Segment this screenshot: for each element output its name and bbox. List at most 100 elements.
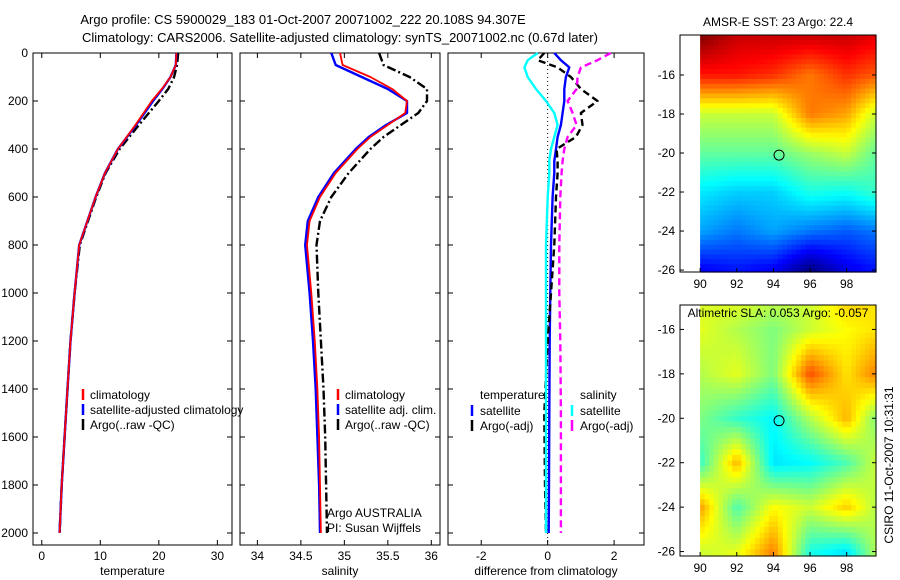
heatmap-cell: [860, 54, 866, 60]
heatmap-cell: [773, 377, 779, 384]
y-tick-label: -24: [658, 500, 676, 514]
heatmap-cell: [745, 466, 752, 473]
heatmap-cell: [874, 64, 877, 70]
heatmap-cell: [773, 152, 779, 158]
heatmap-cell: [732, 59, 738, 65]
heatmap-cell: [755, 215, 761, 221]
heatmap-cell: [732, 321, 738, 328]
heatmap-cell: [823, 416, 829, 423]
heatmap-cell: [874, 156, 877, 163]
heatmap-cell: [833, 234, 839, 241]
heatmap-cell: [745, 532, 752, 539]
heatmap-cell: [860, 377, 866, 384]
heatmap-cell: [851, 510, 857, 517]
heatmap-cell: [778, 343, 784, 351]
heatmap-cell: [768, 399, 774, 406]
heatmap-cell: [750, 200, 756, 207]
heatmap-cell: [805, 161, 811, 168]
heatmap-cell: [713, 122, 720, 129]
heatmap-cell: [736, 132, 742, 138]
heatmap-cell: [805, 393, 811, 400]
heatmap-cell: [810, 171, 816, 177]
heatmap-cell: [755, 113, 761, 119]
heatmap-cell: [860, 338, 866, 345]
heatmap-cell: [709, 39, 715, 46]
heatmap-cell: [823, 327, 829, 334]
heatmap-cell: [823, 410, 829, 417]
heatmap-cell: [723, 499, 729, 506]
heatmap-cell: [791, 427, 797, 434]
heatmap-cell: [837, 471, 843, 478]
heatmap-cell: [741, 254, 747, 260]
heatmap-cell: [704, 215, 710, 221]
heatmap-cell: [700, 416, 706, 423]
heatmap-cell: [700, 454, 706, 462]
heatmap-cell: [851, 74, 857, 80]
heatmap-cell: [741, 69, 747, 75]
heatmap-cell: [732, 377, 738, 384]
heatmap-cell: [704, 543, 710, 550]
heatmap-cell: [745, 83, 752, 90]
heatmap-cell: [755, 521, 761, 528]
heatmap-cell: [851, 549, 857, 556]
heatmap-cell: [723, 393, 729, 400]
heatmap-cell: [846, 438, 852, 445]
heatmap-cell: [800, 432, 807, 439]
heatmap-cell: [800, 44, 807, 51]
heatmap-cell: [773, 388, 779, 395]
heatmap-cell: [778, 74, 784, 80]
heatmap-cell: [860, 78, 866, 85]
heatmap-cell: [713, 421, 720, 428]
heatmap-cell: [842, 88, 848, 95]
heatmap-cell: [846, 427, 852, 434]
heatmap-cell: [828, 205, 834, 212]
heatmap-cell: [759, 504, 765, 512]
heatmap-cell: [800, 421, 807, 428]
heatmap-cell: [869, 321, 875, 328]
heatmap-cell: [865, 377, 871, 384]
heatmap-cell: [764, 93, 770, 99]
heatmap-cell: [837, 137, 843, 143]
legend-label: climatology: [345, 388, 405, 402]
heatmap-cell: [796, 332, 802, 339]
heatmap-cell: [819, 59, 825, 65]
heatmap-cell: [713, 355, 720, 362]
heatmap-cell: [837, 360, 843, 367]
heatmap-cell: [842, 205, 848, 212]
heatmap-cell: [814, 195, 820, 202]
heatmap-cell: [700, 399, 706, 406]
heatmap-cell: [814, 305, 820, 312]
heatmap-cell: [736, 54, 742, 60]
heatmap-cell: [855, 416, 862, 423]
heatmap-cell: [791, 137, 797, 143]
heatmap-cell: [778, 532, 784, 539]
heatmap-cell: [741, 332, 747, 339]
heatmap-cell: [782, 449, 788, 456]
heatmap-cell: [828, 93, 834, 99]
heatmap-cell: [741, 504, 747, 512]
heatmap-cell: [773, 321, 779, 328]
heatmap-cell: [819, 471, 825, 478]
heatmap-cell: [860, 244, 866, 251]
heatmap-cell: [741, 142, 747, 148]
heatmap-cell: [750, 108, 756, 114]
heatmap-cell: [851, 499, 857, 506]
heatmap-cell: [704, 137, 710, 143]
heatmap-cell: [745, 200, 752, 207]
heatmap-cell: [860, 142, 866, 148]
heatmap-cell: [759, 239, 765, 246]
heatmap-cell: [787, 137, 793, 143]
heatmap-cell: [787, 405, 793, 412]
heatmap-cell: [700, 103, 706, 109]
heatmap-cell: [869, 432, 875, 439]
heatmap-cell: [709, 54, 715, 60]
heatmap-cell: [750, 93, 756, 99]
heatmap-cell: [800, 516, 807, 523]
heatmap-cell: [860, 488, 866, 495]
heatmap-cell: [846, 215, 852, 221]
heatmap-cell: [814, 108, 820, 114]
heatmap-cell: [851, 516, 857, 523]
heatmap-cell: [750, 239, 756, 246]
heatmap-cell: [833, 521, 839, 528]
figure-title-line2: Climatology: CARS2006. Satellite-adjuste…: [82, 30, 598, 45]
